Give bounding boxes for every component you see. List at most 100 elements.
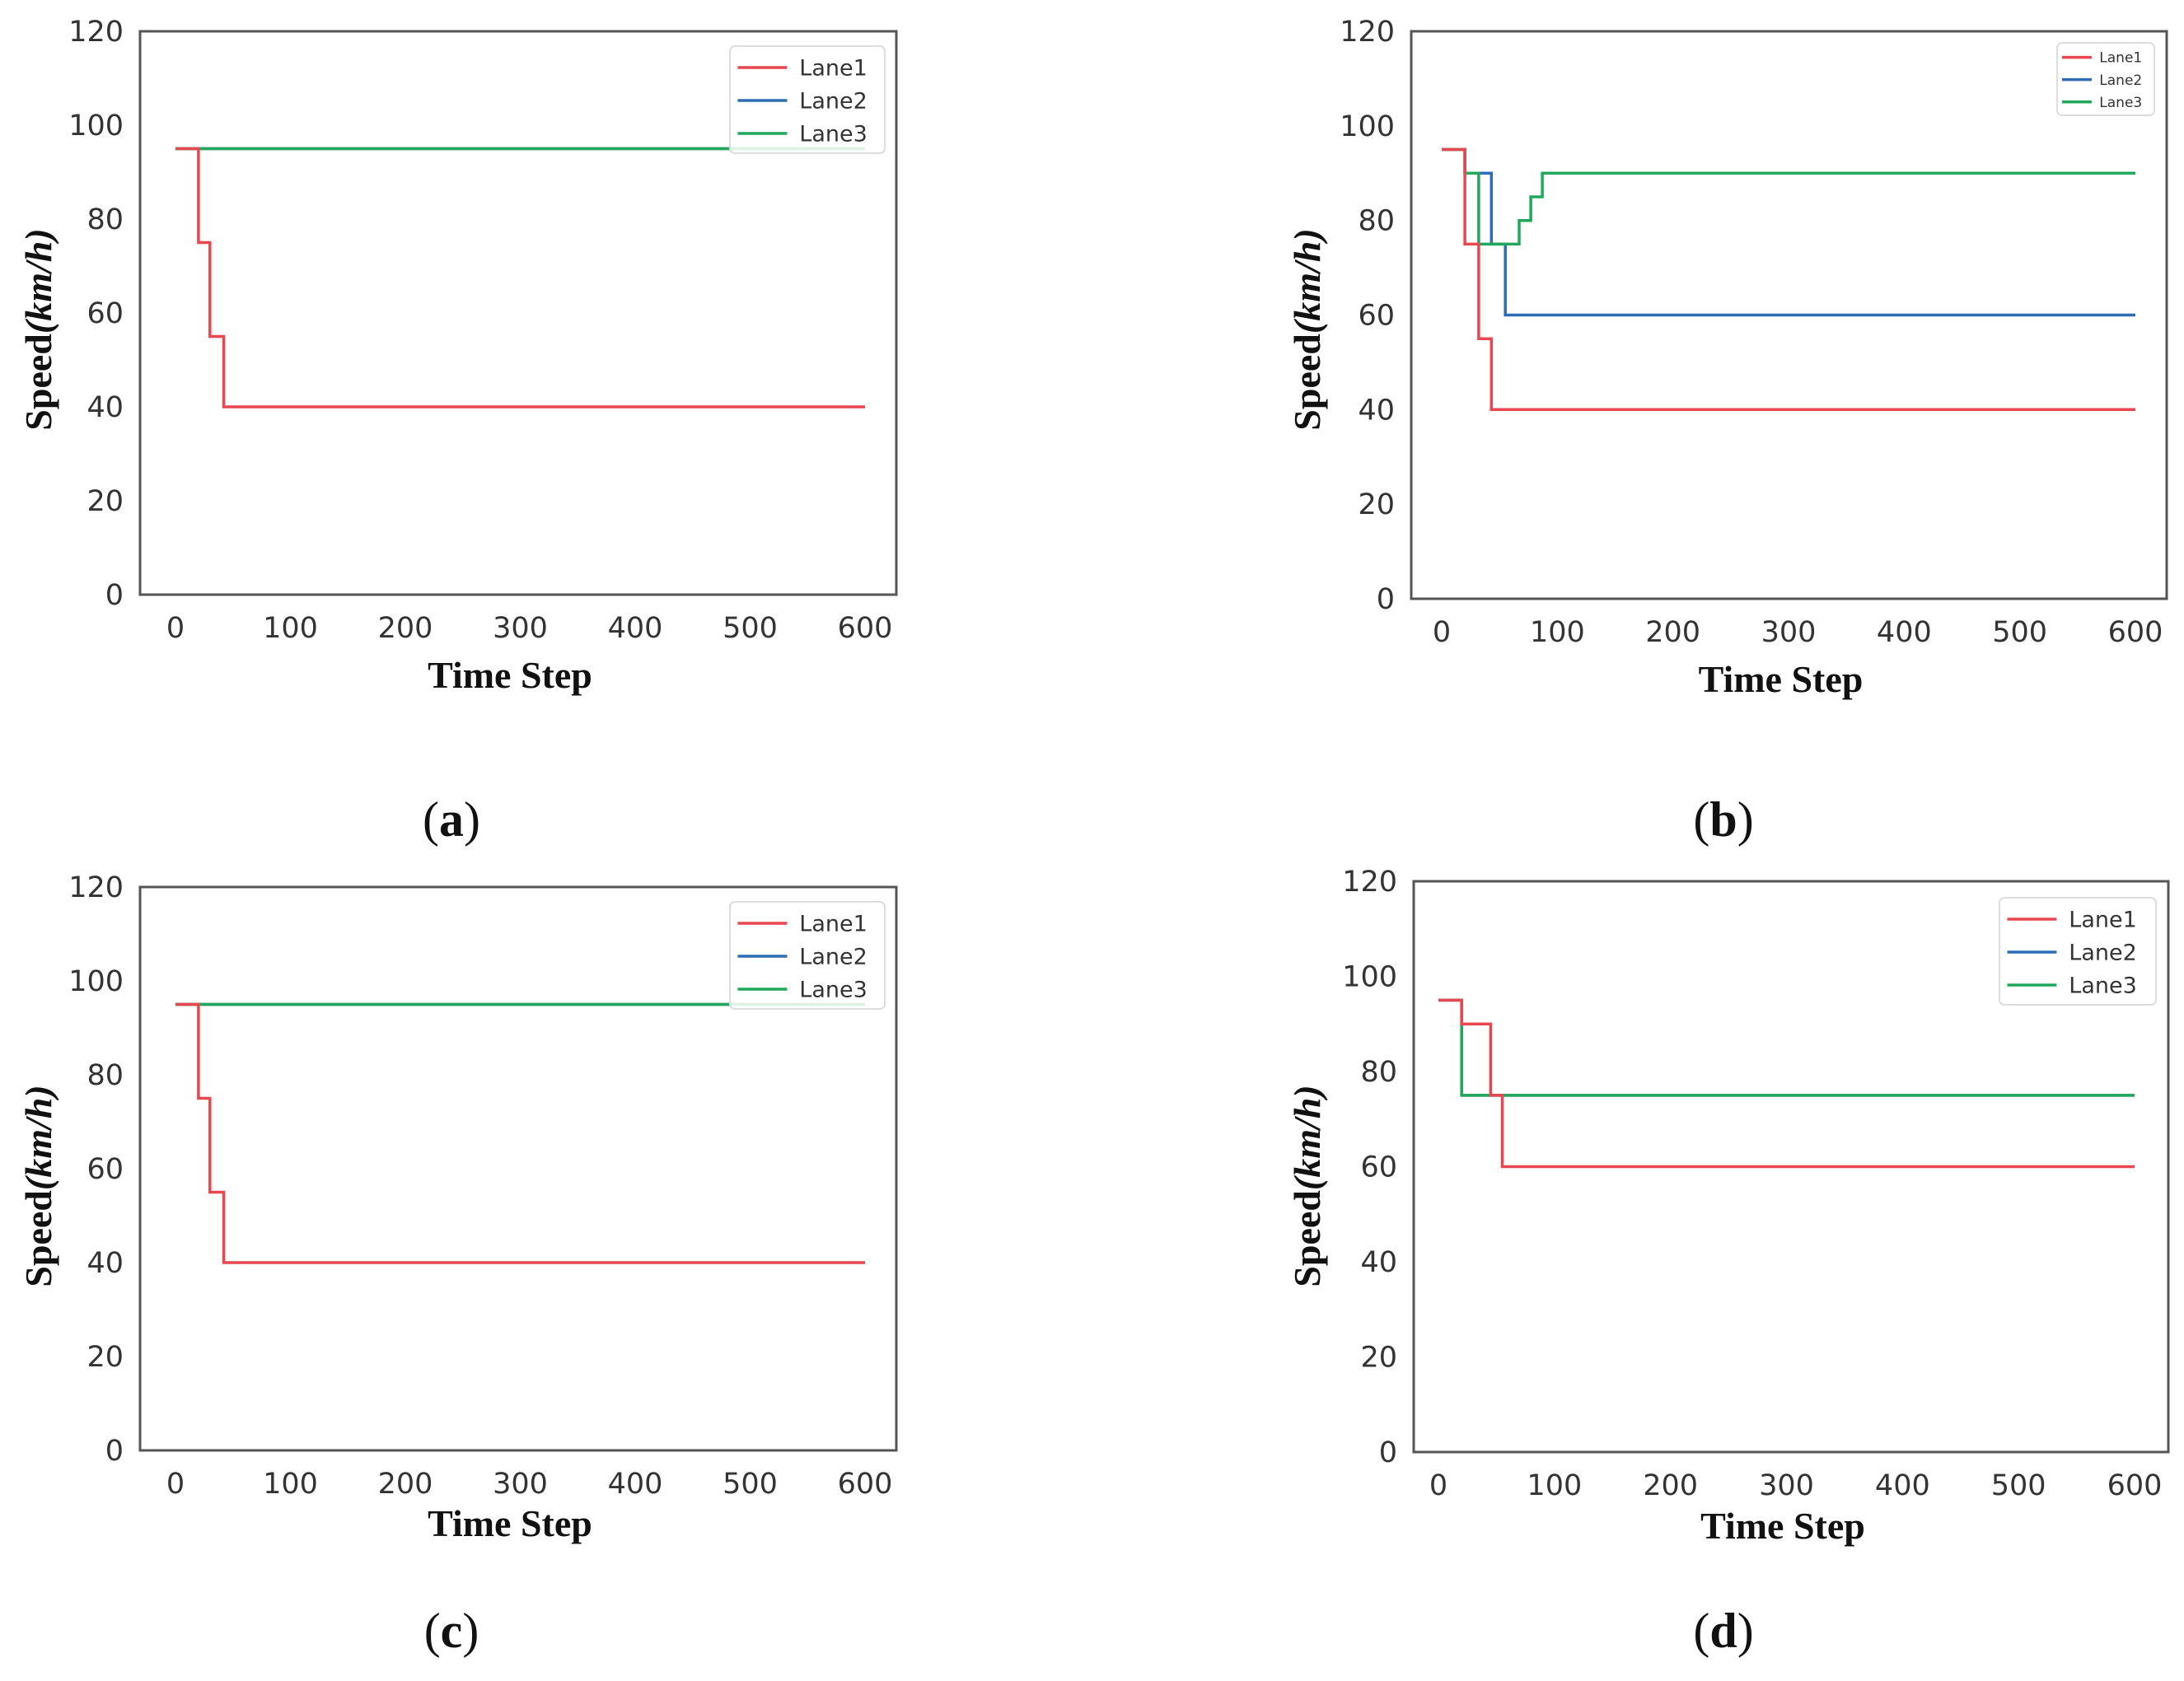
legend: Lane1 Lane2 Lane3: [2056, 42, 2155, 116]
legend-label-lane1: Lane1: [799, 56, 868, 82]
x-tick-label: 400: [608, 612, 663, 645]
plot-frame: [1410, 30, 2168, 600]
caption-open-paren: (: [423, 792, 439, 847]
chart-panel-b: 0 20 40 60 80 100 120 0 100 200 300 400 500 600 Time S…: [1286, 16, 2168, 847]
y-tick-label: 20: [1358, 488, 1395, 521]
series-line-lane3: [1442, 147, 2135, 246]
panel-caption: (a): [423, 792, 480, 847]
x-tick-label: 0: [166, 612, 185, 645]
panel-caption: (b): [1693, 792, 1753, 847]
legend-label-lane2: Lane2: [799, 89, 868, 114]
legend-box: [2056, 42, 2155, 116]
y-tick-label: 100: [1340, 110, 1395, 143]
y-tick-label: 100: [68, 965, 124, 998]
caption-close-paren: ): [1737, 792, 1754, 847]
x-tick-label: 300: [1759, 1469, 1814, 1502]
chart-panel-d: 0 20 40 60 80 100 120 0 100 200 300 400 500 600 Time S…: [1286, 866, 2170, 1658]
caption-close-paren: ): [462, 1604, 479, 1658]
legend-label-lane2: Lane2: [2099, 72, 2142, 89]
panel-caption: (d): [1693, 1604, 1753, 1658]
series-line-lane1: [1442, 147, 2135, 412]
x-tick-label: 200: [1645, 616, 1700, 649]
x-tick-label: 100: [1530, 616, 1585, 649]
y-axis-label-unit: (km/h): [17, 1085, 59, 1190]
y-axis-label-prefix: Speed: [17, 1190, 59, 1287]
x-tick-label: 300: [493, 1468, 548, 1501]
legend: Lane1 Lane2 Lane3: [729, 901, 886, 1010]
x-tick-label: 200: [1643, 1469, 1698, 1502]
caption-letter: c: [441, 1604, 463, 1658]
x-tick-label: 500: [1991, 1469, 2046, 1502]
x-tick-label: 400: [1877, 616, 1932, 649]
x-axis-label: Time Step: [1699, 658, 1864, 700]
plot-frame: [138, 885, 898, 1452]
legend-label-lane1: Lane1: [2069, 908, 2137, 933]
caption-open-paren: (: [1693, 792, 1709, 847]
y-axis-label-prefix: Speed: [1286, 1190, 1328, 1287]
x-tick-label: 0: [1433, 616, 1451, 649]
x-tick-label: 200: [378, 1468, 433, 1501]
y-tick-label: 40: [1360, 1246, 1397, 1279]
y-tick-label: 40: [87, 391, 124, 424]
y-tick-label: 120: [68, 16, 124, 49]
x-tick-label: 600: [838, 612, 893, 645]
x-tick-label: 300: [493, 612, 548, 645]
y-tick-label: 120: [1340, 16, 1395, 49]
y-axis-label-prefix: Speed: [1286, 334, 1328, 431]
series-line-lane3: [1438, 998, 2135, 1097]
x-tick-label: 500: [1992, 616, 2047, 649]
x-tick-label: 100: [263, 612, 318, 645]
legend: Lane1 Lane2 Lane3: [1999, 897, 2157, 1006]
panel-caption: (c): [424, 1604, 479, 1658]
series-line-lane1: [175, 147, 865, 409]
caption-open-paren: (: [1693, 1604, 1709, 1658]
x-tick-label: 500: [723, 612, 778, 645]
legend-label-lane3: Lane3: [2099, 95, 2142, 111]
caption-letter: b: [1709, 792, 1737, 847]
y-tick-label: 20: [87, 1341, 124, 1374]
caption-close-paren: ): [464, 792, 480, 847]
y-axis-label-unit: (km/h): [1286, 228, 1328, 334]
legend-label-lane3: Lane3: [799, 978, 868, 1003]
series-line-lane2: [1438, 998, 2135, 1097]
series-line-lane1: [1438, 998, 2135, 1169]
caption-close-paren: ): [1737, 1604, 1754, 1658]
caption-letter: d: [1709, 1604, 1737, 1658]
legend: Lane1 Lane2 Lane3: [729, 45, 886, 154]
legend-box: [729, 45, 886, 154]
y-axis-label: Speed(km/h): [17, 228, 59, 430]
legend-label-lane3: Lane3: [2069, 974, 2137, 999]
y-tick-label: 40: [87, 1247, 124, 1280]
y-tick-label: 100: [1342, 961, 1397, 994]
y-axis-label: Speed(km/h): [17, 1085, 59, 1286]
y-axis-label-prefix: Speed: [17, 334, 59, 431]
x-tick-label: 0: [1429, 1469, 1447, 1502]
x-tick-label: 0: [166, 1468, 185, 1501]
y-tick-label: 20: [87, 485, 124, 518]
y-tick-label: 60: [87, 1153, 124, 1186]
y-tick-label: 20: [1360, 1342, 1397, 1375]
y-axis-label-unit: (km/h): [17, 228, 59, 334]
y-tick-label: 80: [1360, 1056, 1397, 1089]
x-axis-label: Time Step: [1700, 1505, 1865, 1547]
y-tick-label: 80: [87, 1059, 124, 1092]
y-tick-label: 60: [1360, 1151, 1397, 1184]
x-axis-label: Time Step: [428, 654, 592, 696]
x-tick-label: 600: [838, 1468, 893, 1501]
y-tick-label: 80: [1358, 205, 1395, 238]
plot-frame: [138, 30, 898, 596]
y-tick-label: 0: [1377, 583, 1395, 616]
x-tick-label: 600: [2108, 616, 2163, 649]
legend-box: [1999, 897, 2157, 1006]
legend-label-lane2: Lane2: [799, 945, 868, 970]
y-tick-label: 60: [87, 297, 124, 330]
legend-label-lane2: Lane2: [2069, 941, 2137, 966]
y-tick-label: 0: [1379, 1436, 1397, 1469]
series-line-lane1: [175, 1002, 865, 1264]
y-tick-label: 0: [105, 579, 124, 612]
x-tick-label: 500: [723, 1468, 778, 1501]
y-tick-label: 60: [1358, 300, 1395, 333]
y-tick-label: 80: [87, 203, 124, 236]
chart-panel-c: 0 20 40 60 80 100 120 0 100 200 300 400 500 600 Time S…: [17, 871, 898, 1658]
